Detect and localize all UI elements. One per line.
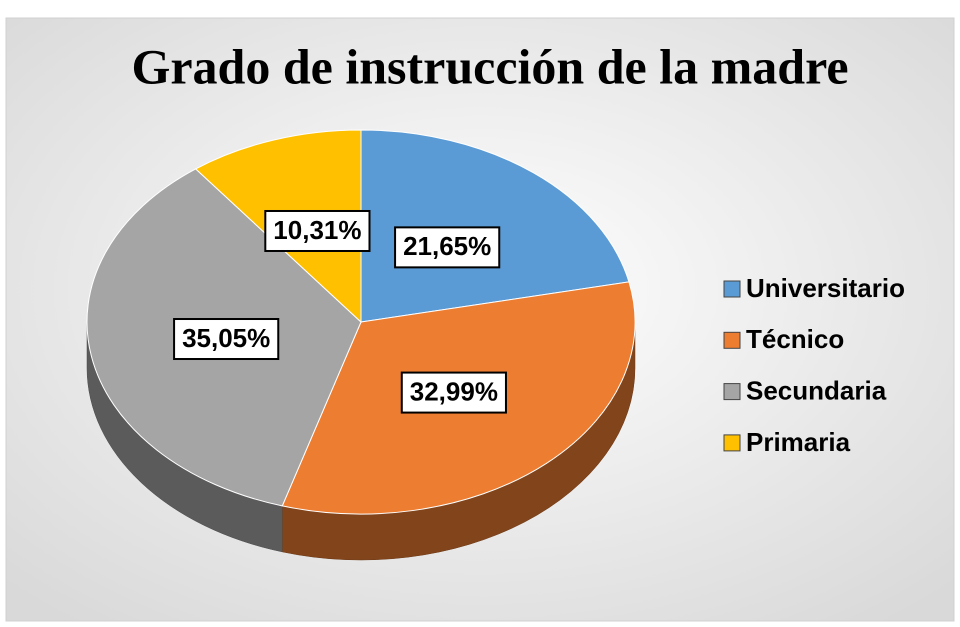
data-label-text: 21,65%	[403, 231, 491, 261]
data-label-box	[394, 226, 501, 269]
legend-swatch	[723, 383, 741, 401]
data-label-box	[173, 318, 280, 361]
chart-title: Grado de instrucción de la madre	[131, 38, 848, 94]
legend-label: Técnico	[746, 324, 844, 354]
data-label: 21,65%	[394, 226, 501, 269]
data-label-text: 35,05%	[182, 323, 270, 353]
data-label: 35,05%	[173, 318, 280, 361]
pie-slice	[360, 129, 630, 323]
data-label-box	[400, 371, 507, 414]
legend-label: Primaria	[746, 427, 851, 457]
legend-swatch	[723, 434, 741, 452]
legend-swatch	[723, 280, 741, 298]
data-label-box	[264, 209, 371, 252]
legend-swatch	[723, 331, 741, 349]
data-label: 10,31%	[264, 209, 371, 252]
legend-label: Universitario	[746, 273, 905, 303]
data-label: 32,99%	[400, 371, 507, 414]
data-label-text: 32,99%	[410, 376, 498, 406]
legend-label: Secundaria	[746, 375, 887, 405]
data-label-text: 10,31%	[273, 215, 361, 245]
